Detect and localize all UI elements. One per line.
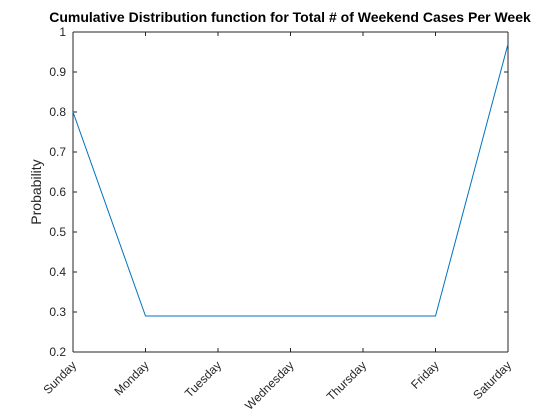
y-tick-label: 0.6	[49, 185, 66, 199]
y-tick-label: 0.9	[49, 65, 66, 79]
series-line	[72, 43, 509, 317]
y-tick-label: 0.8	[49, 105, 66, 119]
y-tick-label: 0.7	[49, 145, 66, 159]
y-tick-label: 0.5	[49, 225, 66, 239]
series-layer	[72, 43, 509, 317]
y-tick-label: 0.4	[49, 265, 66, 279]
y-axis-ticks: 0.2 0.3 0.4 0.5 0.6 0.7 0.8 0.9 1	[49, 25, 508, 359]
y-tick-label: 1	[59, 25, 66, 39]
y-tick-label: 0.2	[49, 345, 66, 359]
y-axis-label: Probability	[28, 159, 44, 224]
y-tick-label: 0.3	[49, 305, 66, 319]
chart-title: Cumulative Distribution function for Tot…	[49, 9, 531, 25]
plot-area	[73, 32, 508, 352]
